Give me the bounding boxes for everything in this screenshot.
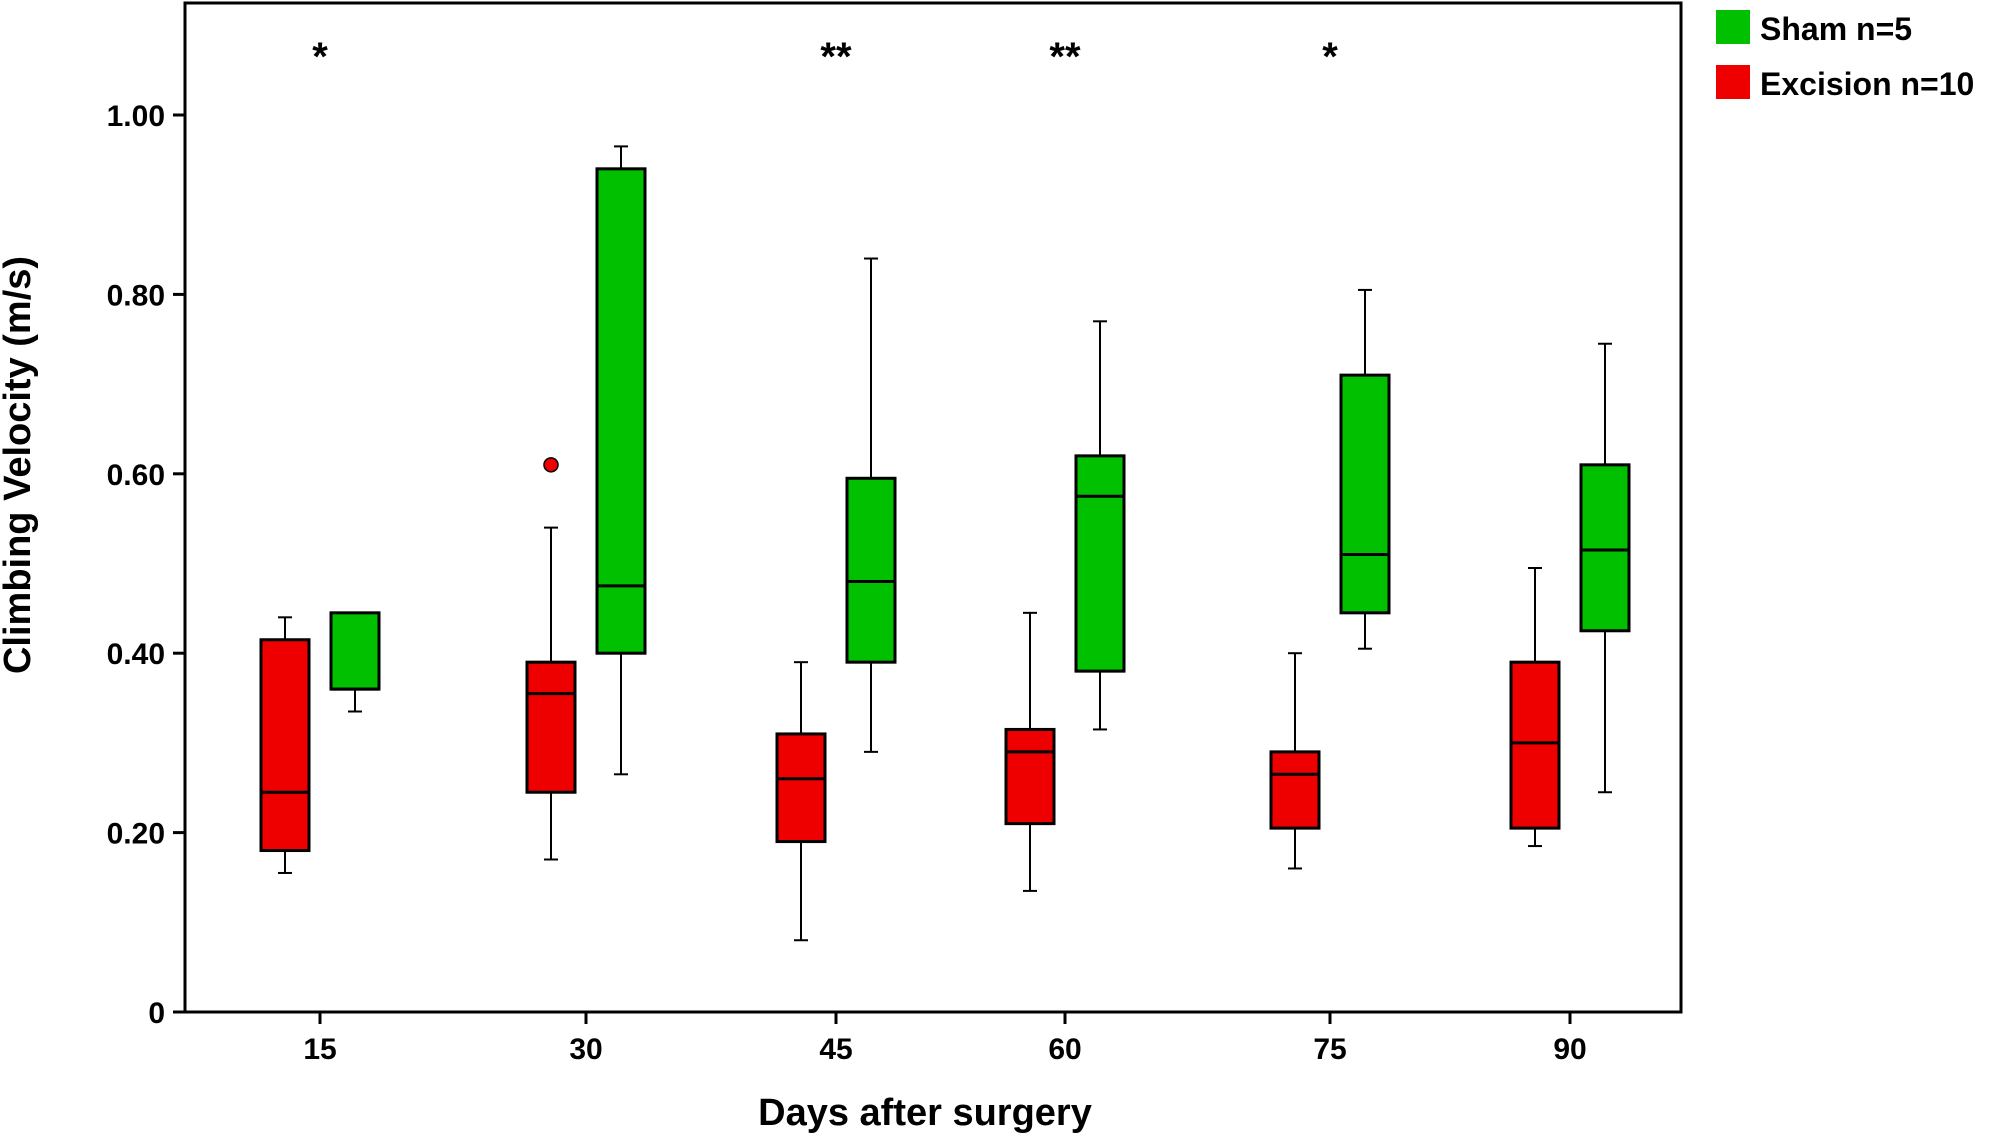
y-tick-label: 0.40: [107, 638, 165, 671]
box: [1579, 463, 1631, 633]
box: [595, 167, 647, 655]
y-axis: 0 0.20 0.40 0.60 0.80 1.00: [107, 100, 185, 1030]
legend-label: Sham n=5: [1760, 11, 1912, 47]
x-axis-title: Days after surgery: [758, 1092, 1092, 1134]
significance-label: **: [1049, 35, 1081, 79]
box: [259, 638, 311, 853]
legend-label: Excision n=10: [1760, 66, 1974, 102]
box: [329, 611, 381, 691]
x-tick-label: 30: [569, 1033, 602, 1066]
box: [775, 732, 827, 844]
x-tick-label: 60: [1048, 1033, 1081, 1066]
box-group: [595, 145, 647, 776]
x-axis: 15 30 45 60 75 90: [303, 1012, 1587, 1066]
legend-swatch: [1716, 10, 1750, 44]
box-group: [1074, 320, 1126, 731]
legend: Sham n=5 Excision n=10: [1716, 10, 1974, 102]
box-group: [1269, 652, 1321, 870]
outlier-point: [543, 457, 559, 473]
box-series: [259, 145, 1631, 942]
box-group: [775, 661, 827, 942]
box: [1004, 727, 1056, 826]
box-group: [1509, 566, 1561, 848]
box-group: [329, 611, 381, 713]
x-tick-label: 75: [1313, 1033, 1346, 1066]
significance-label: *: [1322, 35, 1338, 79]
y-tick-label: 0.60: [107, 459, 165, 492]
significance-label: *: [312, 35, 328, 79]
y-tick-label: 0.80: [107, 279, 165, 312]
box: [1074, 454, 1126, 673]
box-group: [1004, 611, 1056, 892]
x-tick-label: 45: [819, 1033, 852, 1066]
y-tick-label: 1.00: [107, 100, 165, 133]
x-tick-label: 90: [1553, 1033, 1586, 1066]
box: [845, 476, 897, 664]
y-tick-label: 0: [148, 997, 165, 1030]
box: [525, 660, 577, 794]
x-tick-label: 15: [303, 1033, 336, 1066]
y-axis-title: Climbing Velocity (m/s): [0, 256, 39, 674]
box-group: [1339, 288, 1391, 650]
box-group: [525, 457, 577, 861]
box-group: [1579, 342, 1631, 794]
plot-frame: [183, 1, 1683, 1014]
box: [1269, 750, 1321, 830]
box-group: [845, 257, 897, 753]
box: [1339, 373, 1391, 615]
box: [1509, 660, 1561, 830]
box-group: [259, 616, 311, 874]
significance-label: **: [820, 35, 852, 79]
significance-markers: * ** ** *: [312, 35, 1338, 79]
legend-swatch: [1716, 65, 1750, 99]
y-tick-label: 0.20: [107, 818, 165, 851]
